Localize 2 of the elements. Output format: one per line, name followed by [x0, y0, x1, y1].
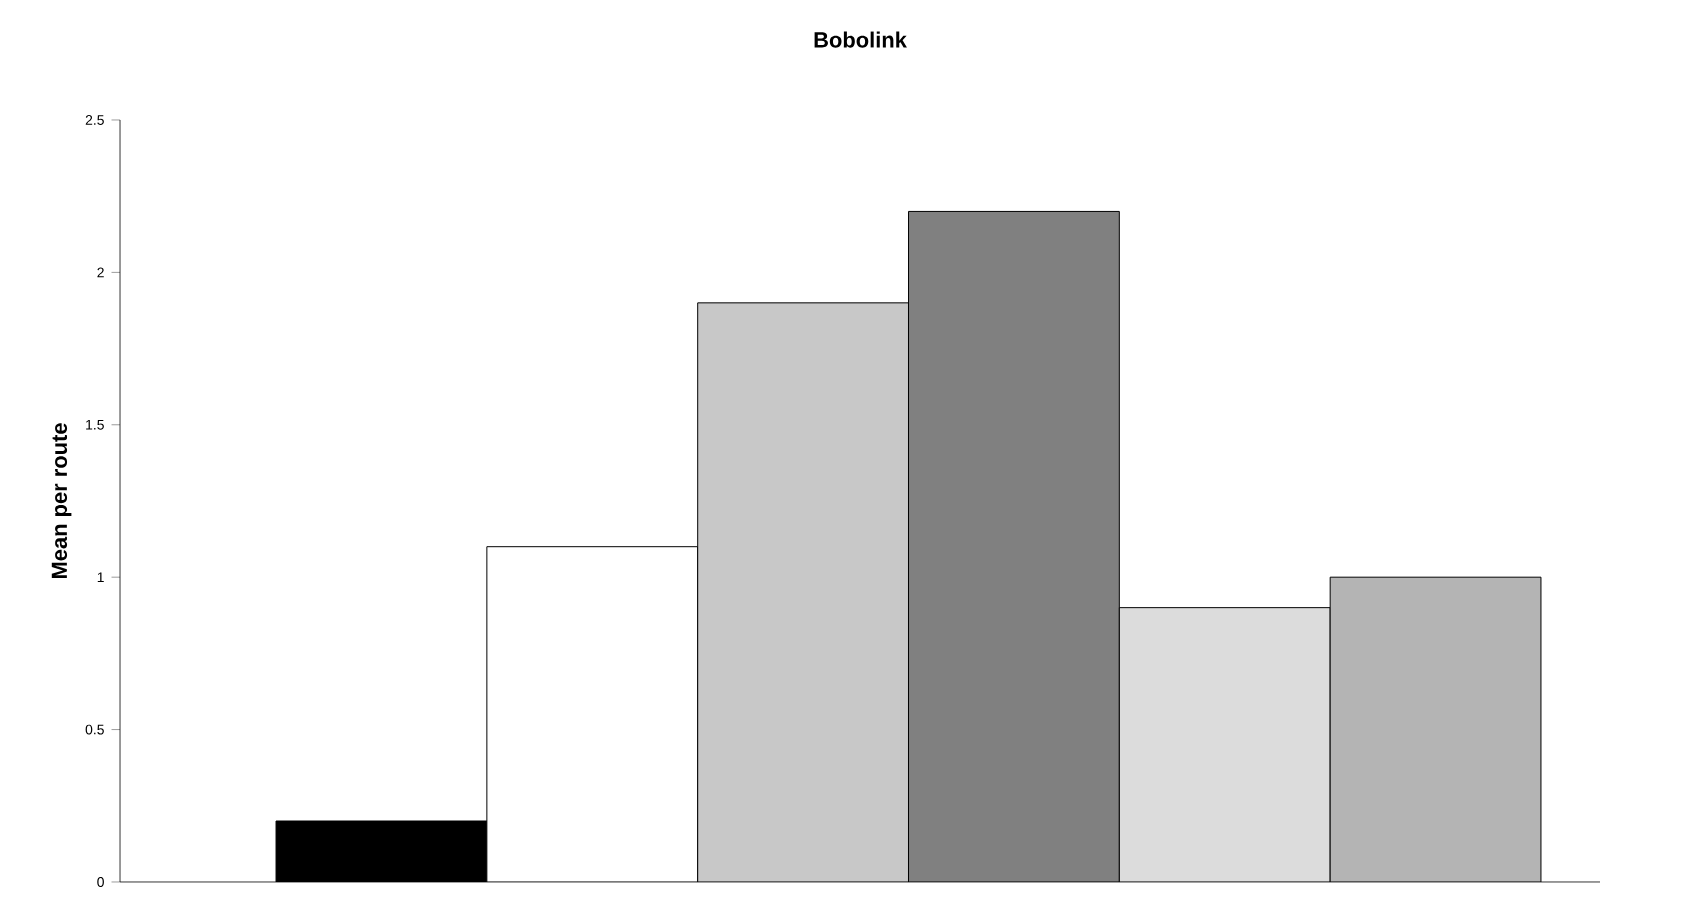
y-axis-title: Mean per route [51, 423, 72, 578]
chart-title: Bobolink [814, 31, 907, 48]
